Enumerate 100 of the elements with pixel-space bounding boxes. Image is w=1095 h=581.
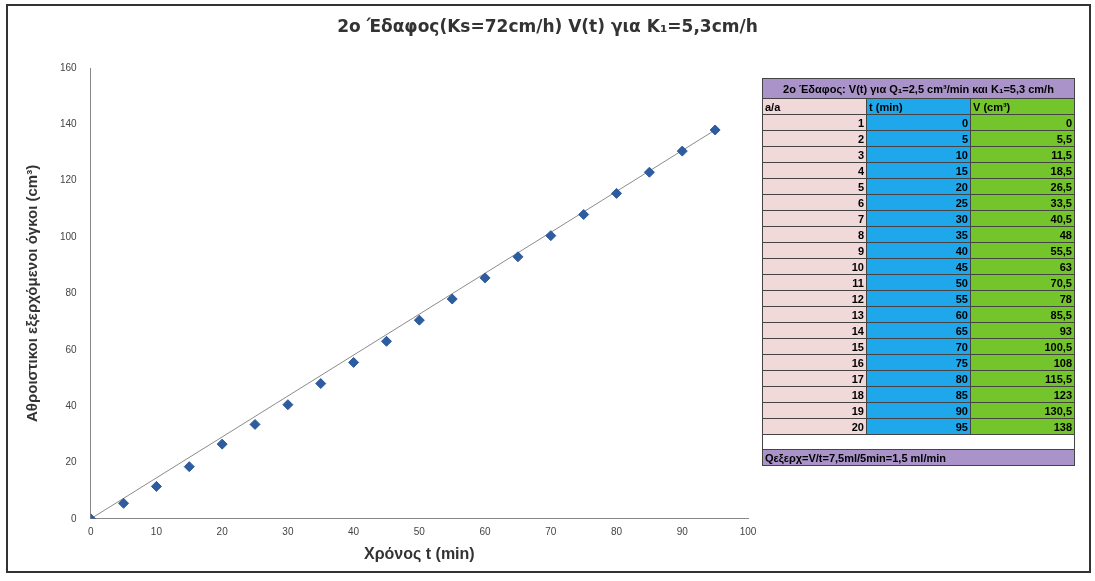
text: 40,5 — [970, 210, 1075, 227]
x-tick-label: 60 — [479, 525, 492, 537]
text: 0 — [970, 114, 1075, 131]
text: 16 — [762, 354, 867, 371]
text: 7 — [762, 210, 867, 227]
text: 10 — [762, 258, 867, 275]
text: 2 — [762, 130, 867, 147]
point — [348, 356, 360, 368]
y-tick-label: 0 — [71, 512, 78, 524]
text: 1 — [762, 114, 867, 131]
text: 70,5 — [970, 274, 1075, 291]
text: 93 — [970, 322, 1075, 339]
x-tick-label: 40 — [348, 525, 360, 537]
x-tick-label: 90 — [676, 525, 689, 537]
text: 138 — [970, 418, 1075, 435]
text: 85 — [866, 386, 971, 403]
text: 18,5 — [970, 162, 1075, 179]
text: 30 — [866, 210, 971, 227]
text: 10 — [866, 146, 971, 163]
text: 33,5 — [970, 194, 1075, 211]
text: 11 — [762, 274, 867, 291]
text: 75 — [866, 354, 971, 371]
text: 20 — [866, 178, 971, 195]
y-tick-label: 80 — [65, 287, 78, 299]
x-tick-label: 50 — [413, 525, 426, 537]
text: 63 — [970, 258, 1075, 275]
chart-title: 2ο Έδαφος(Ks=72cm/h) V(t) για K₁=5,3cm/h — [336, 16, 759, 36]
x-tick-label: 100 — [739, 525, 757, 537]
y-tick-label: 140 — [60, 118, 78, 130]
text: 90 — [866, 402, 971, 419]
text: 123 — [970, 386, 1075, 403]
x-tick-label: 10 — [150, 525, 163, 537]
text: 85,5 — [970, 306, 1075, 323]
text: 0 — [866, 114, 971, 131]
text: t (min) — [866, 98, 971, 115]
text: 108 — [970, 354, 1075, 371]
text: 40 — [866, 242, 971, 259]
point — [413, 314, 425, 326]
y-tick-label: 100 — [60, 230, 78, 242]
x-tick-label: 20 — [216, 525, 229, 537]
point — [479, 272, 491, 284]
point — [249, 418, 261, 430]
text: 80 — [866, 370, 971, 387]
x-tick-label: 0 — [87, 525, 94, 537]
point — [380, 335, 392, 347]
text: 20 — [762, 418, 867, 435]
point — [709, 124, 721, 136]
text: 14 — [762, 322, 867, 339]
text: 3 — [762, 146, 867, 163]
point — [512, 251, 524, 263]
point — [216, 438, 228, 450]
y-tick-label: 20 — [65, 456, 78, 468]
x-tick-label: 80 — [610, 525, 623, 537]
point — [611, 187, 623, 199]
text: 25 — [866, 194, 971, 211]
text: 45 — [866, 258, 971, 275]
x-axis-title: Χρόνος t (min) — [364, 544, 475, 563]
text: 6 — [762, 194, 867, 211]
point — [118, 497, 130, 509]
text: 4 — [762, 162, 867, 179]
point — [676, 145, 688, 157]
text: 19 — [762, 402, 867, 419]
y-tick-label: 120 — [60, 174, 78, 186]
text: 8 — [762, 226, 867, 243]
text: 5 — [762, 178, 867, 195]
y-tick-label: 160 — [60, 61, 78, 73]
x-tick-label: 70 — [545, 525, 557, 537]
point — [150, 480, 162, 492]
point — [578, 209, 590, 221]
text: 115,5 — [970, 370, 1075, 387]
point — [446, 293, 458, 305]
text: 13 — [762, 306, 867, 323]
text: V (cm³) — [970, 98, 1075, 115]
text: 15 — [866, 162, 971, 179]
y-tick-label: 40 — [65, 399, 78, 411]
text: 12 — [762, 290, 867, 307]
y-axis-title: Αθροιστικοι εξερχόμενοι όγκοι (cm³) — [23, 164, 41, 422]
text: 2ο Έδαφος: V(t) για Q₁=2,5 cm³/min και K₁=5,3 cm/h — [762, 78, 1075, 99]
point — [315, 378, 327, 390]
text: 65 — [866, 322, 971, 339]
text: 55 — [866, 290, 971, 307]
text: 48 — [970, 226, 1075, 243]
text: 9 — [762, 242, 867, 259]
y-tick-label: 60 — [65, 343, 78, 355]
text: 130,5 — [970, 402, 1075, 419]
text: 100,5 — [970, 338, 1075, 355]
text: 17 — [762, 370, 867, 387]
text: 5 — [866, 130, 971, 147]
text: 11,5 — [970, 146, 1075, 163]
point — [282, 399, 294, 411]
text: a/a — [762, 98, 867, 115]
text: 78 — [970, 290, 1075, 307]
text: 35 — [866, 226, 971, 243]
text: 18 — [762, 386, 867, 403]
point — [545, 230, 557, 242]
point — [183, 461, 195, 473]
text: Qεξερχ=V/t=7,5ml/5min=1,5 ml/min — [762, 449, 1075, 466]
x-tick-label: 30 — [282, 525, 294, 537]
text: 26,5 — [970, 178, 1075, 195]
text: 15 — [762, 338, 867, 355]
